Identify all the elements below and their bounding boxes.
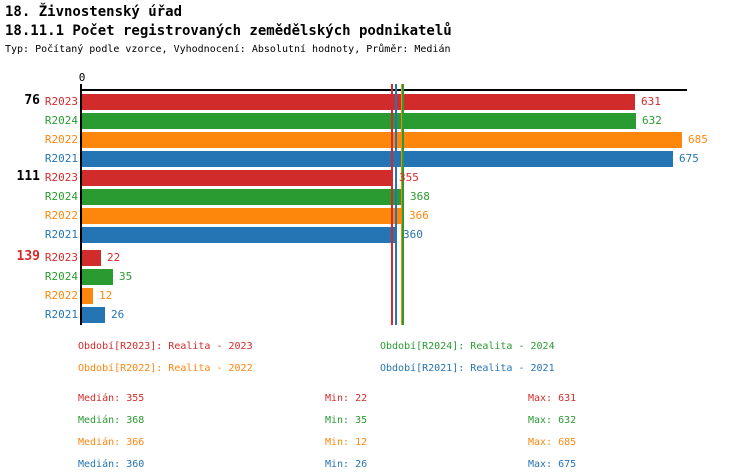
legend-item-r2021: Období[R2021]: Realita - 2021 — [380, 363, 555, 374]
legend-item-r2024: Období[R2024]: Realita - 2024 — [380, 341, 555, 352]
axis-zero-label: 0 — [78, 71, 86, 84]
stat-median-r2024: Medián: 368 — [78, 415, 145, 426]
series-label: R2022 — [44, 209, 78, 222]
series-label: R2024 — [44, 270, 78, 283]
bar-row: R2021 26 — [0, 305, 750, 324]
report-header: 18. Živnostenský úřad 18.11.1 Počet regi… — [5, 3, 452, 57]
series-label: R2023 — [44, 171, 78, 184]
group-label: 76 — [24, 93, 40, 108]
bar-r2021 — [82, 306, 105, 323]
bar-group-111: 111 R2023 355 R2024 368 R2022 366 R2021 … — [0, 168, 750, 244]
group-label: 139 — [16, 249, 40, 264]
bar-row: R2022 12 — [0, 286, 750, 305]
stat-min-r2024: Min: 35 — [325, 415, 368, 426]
bar-value-label: 685 — [688, 132, 708, 146]
stat-max-r2024: Max: 632 — [528, 415, 577, 426]
bar-value-label: 35 — [119, 269, 133, 283]
bar-row: R2023 22 — [0, 248, 750, 267]
bar-value-label: 360 — [403, 227, 423, 241]
legend-item-r2022: Období[R2022]: Realita - 2022 — [78, 363, 253, 374]
bar-row: R2022 366 — [0, 206, 750, 225]
x-axis-line — [80, 89, 687, 91]
series-label: R2023 — [44, 251, 78, 264]
bar-r2022 — [82, 287, 93, 304]
bar-value-label: 26 — [111, 307, 125, 321]
bar-value-label: 368 — [410, 189, 430, 203]
bar-value-label: 675 — [679, 151, 699, 165]
median-line-r2021 — [395, 84, 397, 325]
series-label: R2024 — [44, 190, 78, 203]
bar-value-label: 366 — [409, 208, 429, 222]
series-label: R2022 — [44, 289, 78, 302]
bar-r2024 — [82, 188, 404, 205]
median-line-r2024 — [402, 84, 404, 325]
series-label: R2022 — [44, 133, 78, 146]
bar-row: R2023 631 — [0, 92, 750, 111]
stat-median-r2022: Medián: 366 — [78, 437, 145, 448]
report-section-title: 18. Živnostenský úřad — [5, 4, 183, 20]
bar-row: R2021 360 — [0, 225, 750, 244]
series-label: R2021 — [44, 308, 78, 321]
bar-row: R2024 35 — [0, 267, 750, 286]
bar-value-label: 355 — [399, 170, 419, 184]
stat-max-r2022: Max: 685 — [528, 437, 577, 448]
bar-r2022 — [82, 207, 403, 224]
stat-median-r2023: Medián: 355 — [78, 393, 145, 404]
series-label: R2024 — [44, 114, 78, 127]
y-axis-line — [80, 84, 82, 325]
bar-row: R2021 675 — [0, 149, 750, 168]
stat-min-r2021: Min: 26 — [325, 459, 368, 470]
bar-value-label: 631 — [641, 94, 661, 108]
stat-max-r2021: Max: 675 — [528, 459, 577, 470]
bar-r2024 — [82, 112, 636, 129]
series-label: R2021 — [44, 228, 78, 241]
bar-r2022 — [82, 131, 682, 148]
legend-item-r2023: Období[R2023]: Realita - 2023 — [78, 341, 253, 352]
bar-group-139: 139 R2023 22 R2024 35 R2022 12 R2021 26 — [0, 248, 750, 324]
bar-row: R2024 632 — [0, 111, 750, 130]
series-label: R2021 — [44, 152, 78, 165]
bar-r2023 — [82, 169, 393, 186]
stat-min-r2022: Min: 12 — [325, 437, 368, 448]
median-line-r2023 — [391, 84, 393, 325]
bar-row: R2022 685 — [0, 130, 750, 149]
series-label: R2023 — [44, 95, 78, 108]
bar-r2021 — [82, 150, 673, 167]
bar-row: R2023 355 — [0, 168, 750, 187]
indicator-title: 18.11.1 Počet registrovaných zemědělskýc… — [5, 23, 452, 39]
stat-median-r2021: Medián: 360 — [78, 459, 145, 470]
bar-r2024 — [82, 268, 113, 285]
bar-group-76: 76 R2023 631 R2024 632 R2022 685 R2021 6… — [0, 92, 750, 168]
stat-max-r2023: Max: 631 — [528, 393, 577, 404]
bar-r2023 — [82, 249, 101, 266]
bar-row: R2024 368 — [0, 187, 750, 206]
group-label: 111 — [16, 169, 40, 184]
bar-r2023 — [82, 93, 635, 110]
bar-r2021 — [82, 226, 397, 243]
bar-value-label: 12 — [99, 288, 113, 302]
bar-value-label: 22 — [107, 250, 121, 264]
indicator-meta: Typ: Počítaný podle vzorce, Vyhodnocení:… — [5, 44, 451, 55]
bar-value-label: 632 — [642, 113, 662, 127]
stat-min-r2023: Min: 22 — [325, 393, 368, 404]
